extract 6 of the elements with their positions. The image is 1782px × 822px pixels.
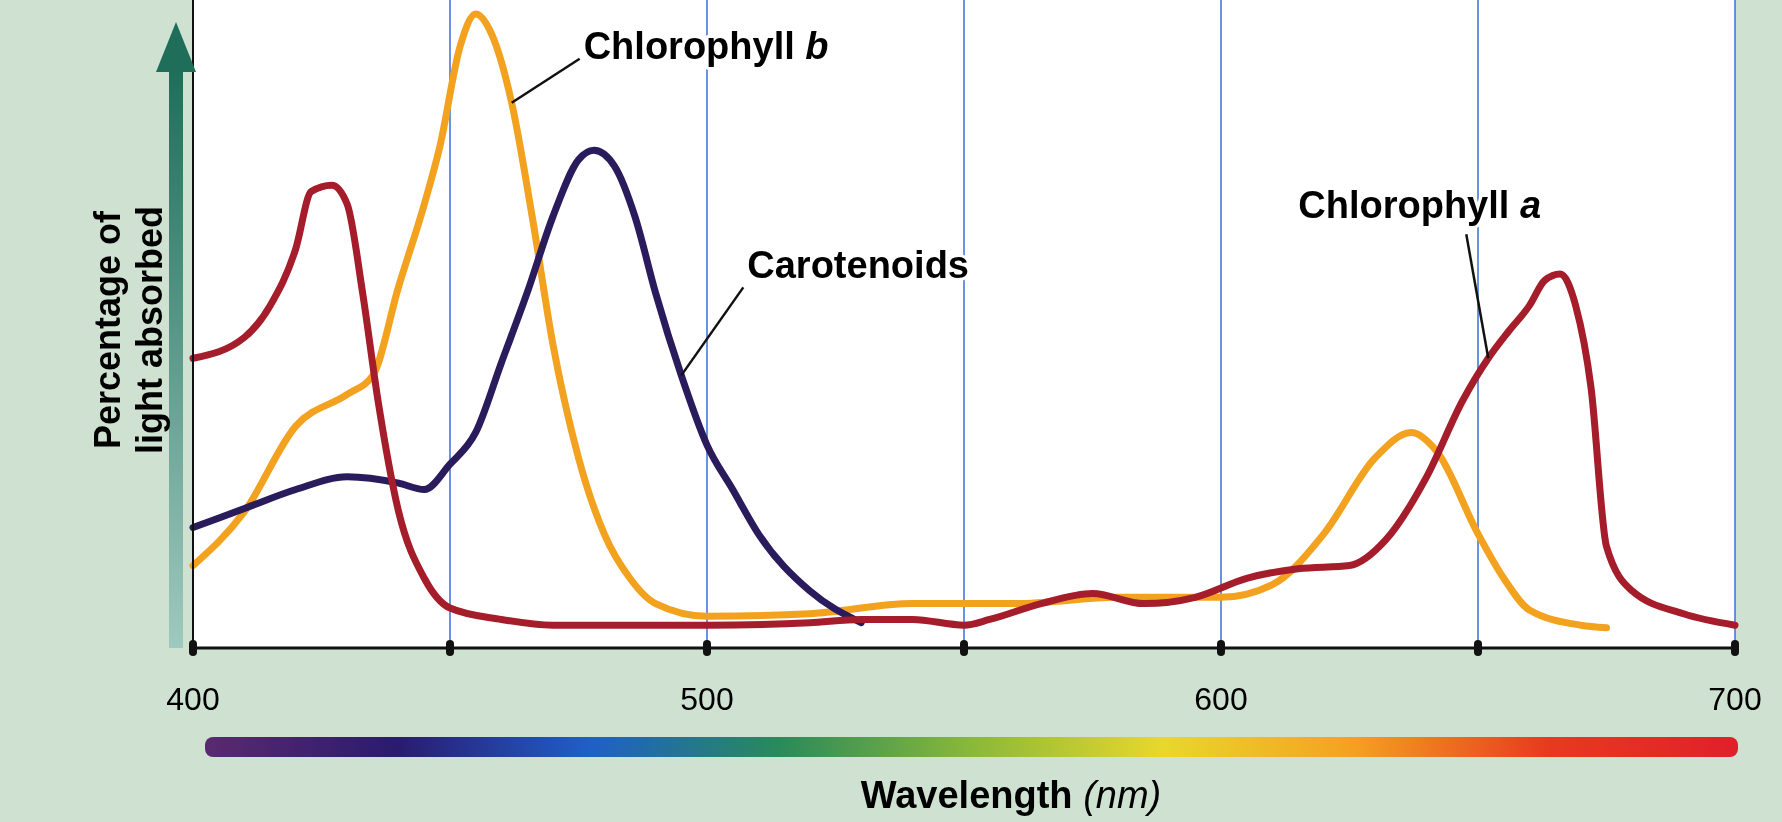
x-axis-title: Wavelength (nm) bbox=[860, 774, 1162, 816]
x-tick-label: 700 bbox=[1708, 681, 1762, 717]
x-tick-label: 500 bbox=[680, 681, 734, 717]
x-tick-label: 400 bbox=[166, 681, 220, 717]
x-tick-label: 600 bbox=[1194, 681, 1248, 717]
y-axis-title: Percentage of light absorbed bbox=[87, 205, 170, 455]
